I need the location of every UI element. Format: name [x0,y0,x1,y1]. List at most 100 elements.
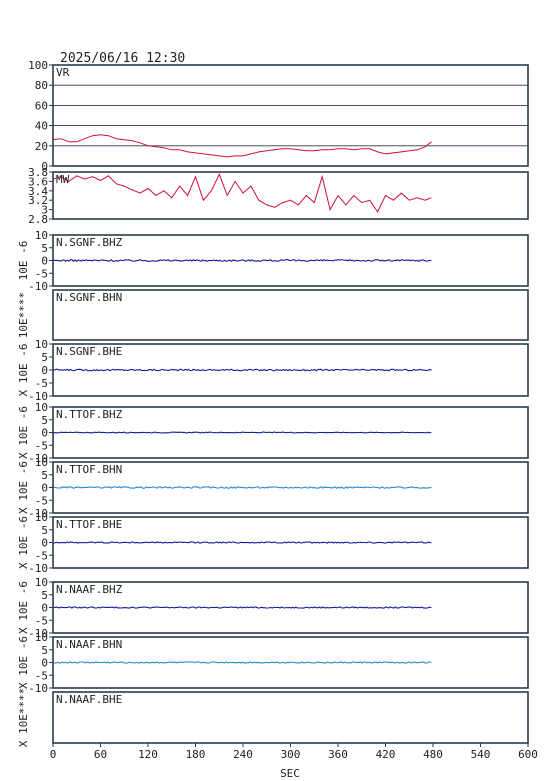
unit-label: X 10E -6 [17,344,30,397]
x-tick-label: 360 [328,748,348,761]
y-tick-label: -5 [35,439,48,452]
panel-frame [52,171,529,220]
y-tick-label: -5 [35,494,48,507]
y-tick-label: 0 [41,427,48,440]
panel-mw: 2.833.23.43.63.8 MW [28,166,529,226]
panel-naaf-bhe: N.NAAF.BHE X 10E**** [17,688,529,748]
x-tick-label: 180 [186,748,206,761]
x-tick-label: 480 [423,748,443,761]
y-tick-label: 10 [35,401,48,414]
panel-frame [52,636,529,689]
y-tick-label: 0 [41,255,48,268]
trace-naaf-bhn [52,661,432,664]
x-tick-label: 540 [471,748,491,761]
y-tick-label: -10 [28,280,48,293]
panel-frame [52,691,529,744]
panel-frame [52,406,529,459]
y-tick-label: 60 [35,99,48,112]
y-tick-label: 0 [41,364,48,377]
y-tick-label: 5 [41,242,48,255]
y-tick-label: 10 [35,229,48,242]
y-tick-label: 3.8 [28,166,48,179]
unit-label: 10E**** [17,292,30,338]
x-tick-label: 120 [138,748,158,761]
unit-label: X 10E -6 [17,636,30,689]
unit-label: X 10E -6 [17,516,30,569]
trace-ttof-bhz [52,431,432,434]
timestamp-title: 2025/06/16 12:30 [60,51,185,66]
y-tick-label: 5 [41,524,48,537]
x-axis-label: SEC [280,767,300,780]
panel-label: N.NAAF.BHE [56,693,122,706]
y-tick-label: 10 [35,576,48,589]
y-tick-label: 5 [41,414,48,427]
x-axis: 0 60 120 180 240 300 360 420 480 540 600 [50,743,538,761]
y-tick-label: 10 [35,511,48,524]
x-tick-label: 0 [50,748,57,761]
y-tick-label: -5 [35,614,48,627]
x-tick-label: 600 [518,748,538,761]
panel-frame [52,516,529,569]
y-tick-label: 5 [41,589,48,602]
y-tick-label: 3 [41,204,48,217]
trace-ttof-bhn [52,486,432,489]
y-tick-label: 80 [35,79,48,92]
panel-frame [52,343,529,397]
trace-naaf-bhz [52,606,432,609]
y-tick-label: -5 [35,267,48,280]
unit-label: X 10E -6 [17,581,30,634]
panel-frame [52,64,529,167]
x-tick-label: 300 [281,748,301,761]
y-tick-label: 2.8 [28,213,48,226]
y-tick-label: 10 [35,631,48,644]
y-tick-label: -10 [28,390,48,403]
y-tick-label: 0 [41,482,48,495]
x-tick-label: 240 [233,748,253,761]
trace-vr [52,134,432,158]
unit-label: X 10E -6 [17,406,30,459]
panel-frame [52,289,529,341]
y-tick-label: -5 [35,669,48,682]
y-tick-label: 40 [35,120,48,133]
panel-label: N.TTOF.BHN [56,463,122,476]
trace-ttof-bhe [52,541,432,544]
panel-frame [52,234,529,287]
panel-label: N.NAAF.BHZ [56,583,123,596]
y-tick-label: 5 [41,351,48,364]
panel-label: N.SGNF.BHN [56,291,122,304]
y-tick-label: 0 [41,657,48,670]
panel-sgnf-bhn: N.SGNF.BHN 10E**** [17,289,529,341]
y-tick-label: 0 [41,537,48,550]
panel-label: N.TTOF.BHE [56,518,122,531]
trace-sgnf-bhz [52,258,432,263]
y-tick-label: 5 [41,644,48,657]
y-tick-label: 10 [35,338,48,351]
panel-label: N.SGNF.BHE [56,345,122,358]
panel-vr: 0 20 40 60 80 100 VR [28,59,529,173]
panel-frame [52,461,529,514]
unit-label: X 10E -6 [17,461,30,514]
panel-label: N.SGNF.BHZ [56,236,123,249]
trace-sgnf-bhe [52,368,432,372]
unit-label: X 10E**** [17,688,30,748]
panel-label: VR [56,66,70,79]
y-tick-label: 10 [35,456,48,469]
y-tick-label: -5 [35,549,48,562]
trace-mw [52,173,432,213]
panel-label: MW [56,173,70,186]
y-tick-label: 20 [35,140,48,153]
y-tick-label: 100 [28,59,48,72]
unit-label: 10E -6 [17,241,30,281]
panels: 020406080100VR2.833.23.43.63.8MW-10-5051… [17,59,529,748]
x-tick-label: 420 [376,748,396,761]
panel-label: N.TTOF.BHZ [56,408,123,421]
y-tick-label: -10 [28,507,48,520]
